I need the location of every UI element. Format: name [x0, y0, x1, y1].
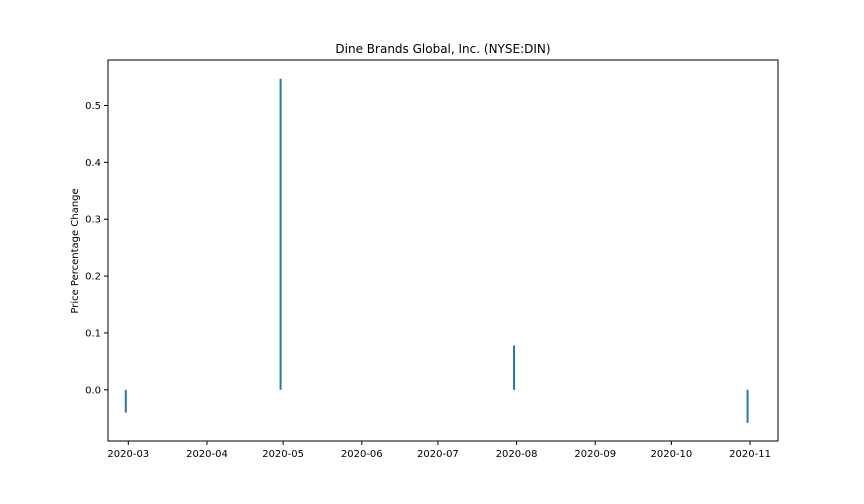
x-tick-label: 2020-09 [574, 449, 616, 460]
y-axis-label: Price Percentage Change [70, 188, 81, 313]
x-tick-label: 2020-10 [651, 449, 693, 460]
x-tick-label: 2020-04 [186, 449, 228, 460]
y-tick-label: 0.2 [85, 272, 101, 283]
x-tick-label: 2020-07 [417, 449, 459, 460]
y-tick-label: 0.1 [85, 328, 101, 339]
x-tick-label: 2020-08 [496, 449, 538, 460]
x-tick-label: 2020-03 [107, 449, 149, 460]
y-tick-label: 0.5 [85, 101, 101, 112]
bar-2020-02-29 [124, 389, 127, 413]
bar-2020-04-30 [279, 78, 282, 390]
y-tick-label: 0.4 [85, 158, 101, 169]
bar-2020-07-31 [513, 345, 516, 390]
plot-frame [107, 59, 779, 442]
x-tick-label: 2020-11 [729, 449, 771, 460]
x-tick-label: 2020-06 [341, 449, 383, 460]
bar-series [124, 78, 749, 423]
bar-2020-10-31 [746, 389, 749, 423]
y-axis: 0.0 0.1 0.2 0.3 0.4 0.5 [85, 101, 108, 396]
y-tick-label: 0.0 [85, 385, 101, 396]
x-tick-label: 2020-05 [262, 449, 304, 460]
x-axis: 2020-03 2020-04 2020-05 2020-06 2020-07 2020-… [107, 441, 771, 460]
chart-title: Dine Brands Global, Inc. (NYSE:DIN) [335, 42, 550, 56]
y-tick-label: 0.3 [85, 215, 101, 226]
